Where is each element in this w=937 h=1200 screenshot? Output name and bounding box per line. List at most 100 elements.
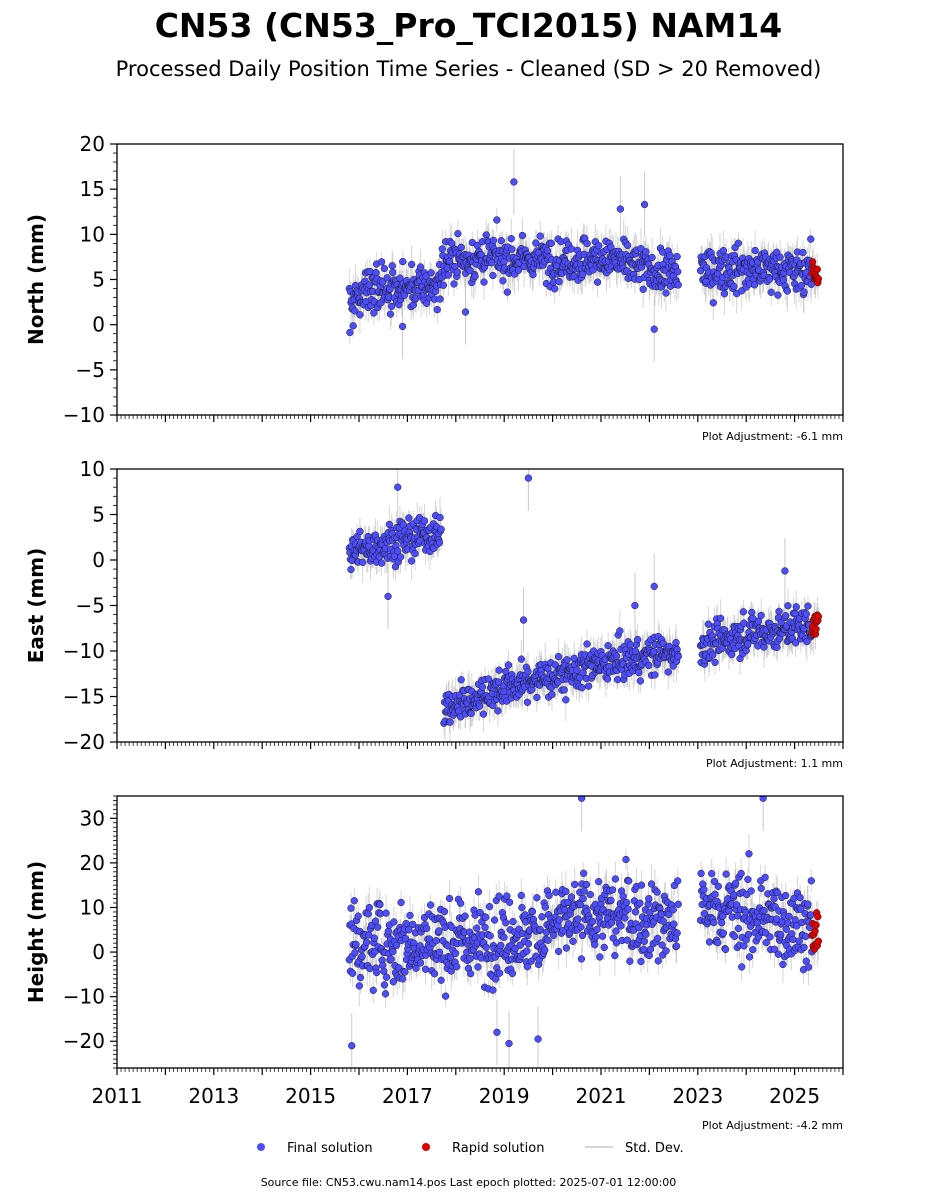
final-point	[467, 709, 475, 718]
final-point	[593, 925, 601, 934]
final-point	[533, 894, 541, 902]
final-point	[450, 280, 458, 288]
final-point	[524, 667, 532, 676]
final-point	[365, 903, 374, 912]
final-point	[560, 686, 568, 694]
plot-adjustment-north: Plot Adjustment: -6.1 mm	[702, 430, 843, 443]
final-point	[457, 243, 465, 252]
final-point	[524, 474, 533, 482]
final-point	[567, 245, 576, 253]
final-point	[347, 904, 355, 912]
rapid-point	[814, 612, 823, 621]
final-point	[524, 940, 533, 948]
final-point	[579, 894, 587, 903]
y-tick-label: 0	[92, 548, 105, 572]
final-point	[379, 961, 387, 969]
final-point	[474, 888, 483, 896]
y-axis-north: −10 −5 0 5 10 15 20	[63, 132, 117, 427]
final-point	[642, 248, 650, 256]
final-point	[399, 975, 407, 983]
final-point	[548, 690, 556, 699]
final-point	[351, 949, 359, 957]
final-point	[803, 637, 811, 646]
final-point	[480, 278, 488, 286]
final-point	[561, 906, 569, 914]
final-point	[797, 281, 805, 290]
final-point	[499, 277, 507, 285]
final-point	[364, 910, 372, 918]
final-point	[533, 693, 541, 702]
final-point	[529, 271, 537, 279]
final-point	[696, 267, 705, 275]
final-point	[555, 277, 563, 286]
final-point	[554, 947, 563, 956]
final-point	[767, 288, 775, 296]
final-point	[593, 278, 602, 286]
final-point	[384, 592, 392, 601]
final-point	[482, 231, 490, 239]
final-point	[545, 891, 553, 900]
final-point	[374, 923, 382, 931]
final-point	[532, 239, 540, 247]
final-point	[640, 200, 649, 209]
final-point	[497, 941, 505, 950]
final-point	[408, 557, 416, 565]
final-point	[781, 567, 789, 575]
final-point	[523, 698, 532, 706]
rapid-points-north	[808, 258, 823, 287]
final-point	[600, 943, 608, 952]
final-point	[387, 302, 396, 311]
final-point	[409, 920, 417, 929]
final-point	[536, 925, 544, 934]
final-point	[716, 614, 725, 622]
final-point	[495, 892, 503, 900]
final-point	[734, 239, 743, 247]
final-point	[776, 253, 784, 261]
final-point	[730, 282, 738, 291]
final-point	[571, 880, 579, 889]
final-point	[616, 205, 625, 213]
final-point	[473, 924, 481, 932]
final-point	[650, 325, 658, 333]
final-point	[392, 941, 401, 949]
y-tick-label: −15	[63, 685, 105, 709]
final-point	[478, 683, 486, 691]
final-point	[389, 978, 397, 986]
final-point	[757, 611, 765, 619]
final-point	[509, 917, 517, 926]
final-point	[773, 643, 781, 652]
final-point	[435, 539, 444, 547]
final-point	[739, 608, 748, 616]
final-point	[523, 947, 531, 955]
final-point	[494, 707, 502, 715]
final-point	[673, 252, 681, 261]
y-tick-label: −10	[63, 403, 105, 427]
final-point	[519, 616, 528, 624]
final-point	[626, 641, 635, 649]
final-point	[611, 951, 619, 960]
final-point	[445, 894, 454, 903]
final-point	[551, 285, 559, 293]
final-point	[579, 869, 588, 877]
final-point	[423, 924, 431, 933]
final-point	[582, 880, 591, 889]
final-point	[489, 271, 497, 280]
final-point	[578, 931, 587, 940]
final-point	[482, 913, 490, 921]
final-point	[502, 919, 510, 927]
final-point	[479, 710, 488, 718]
final-point	[800, 288, 808, 296]
final-point	[592, 933, 600, 941]
final-point	[356, 973, 365, 982]
final-point	[471, 272, 479, 280]
final-point	[446, 718, 454, 726]
chart-title: CN53 (CN53_Pro_TCI2015) NAM14	[154, 6, 783, 45]
final-point	[416, 959, 425, 967]
final-point	[437, 525, 445, 533]
final-point	[720, 290, 729, 298]
final-point	[369, 986, 377, 994]
final-point	[514, 266, 523, 274]
final-point	[784, 602, 792, 610]
final-point	[503, 892, 511, 900]
